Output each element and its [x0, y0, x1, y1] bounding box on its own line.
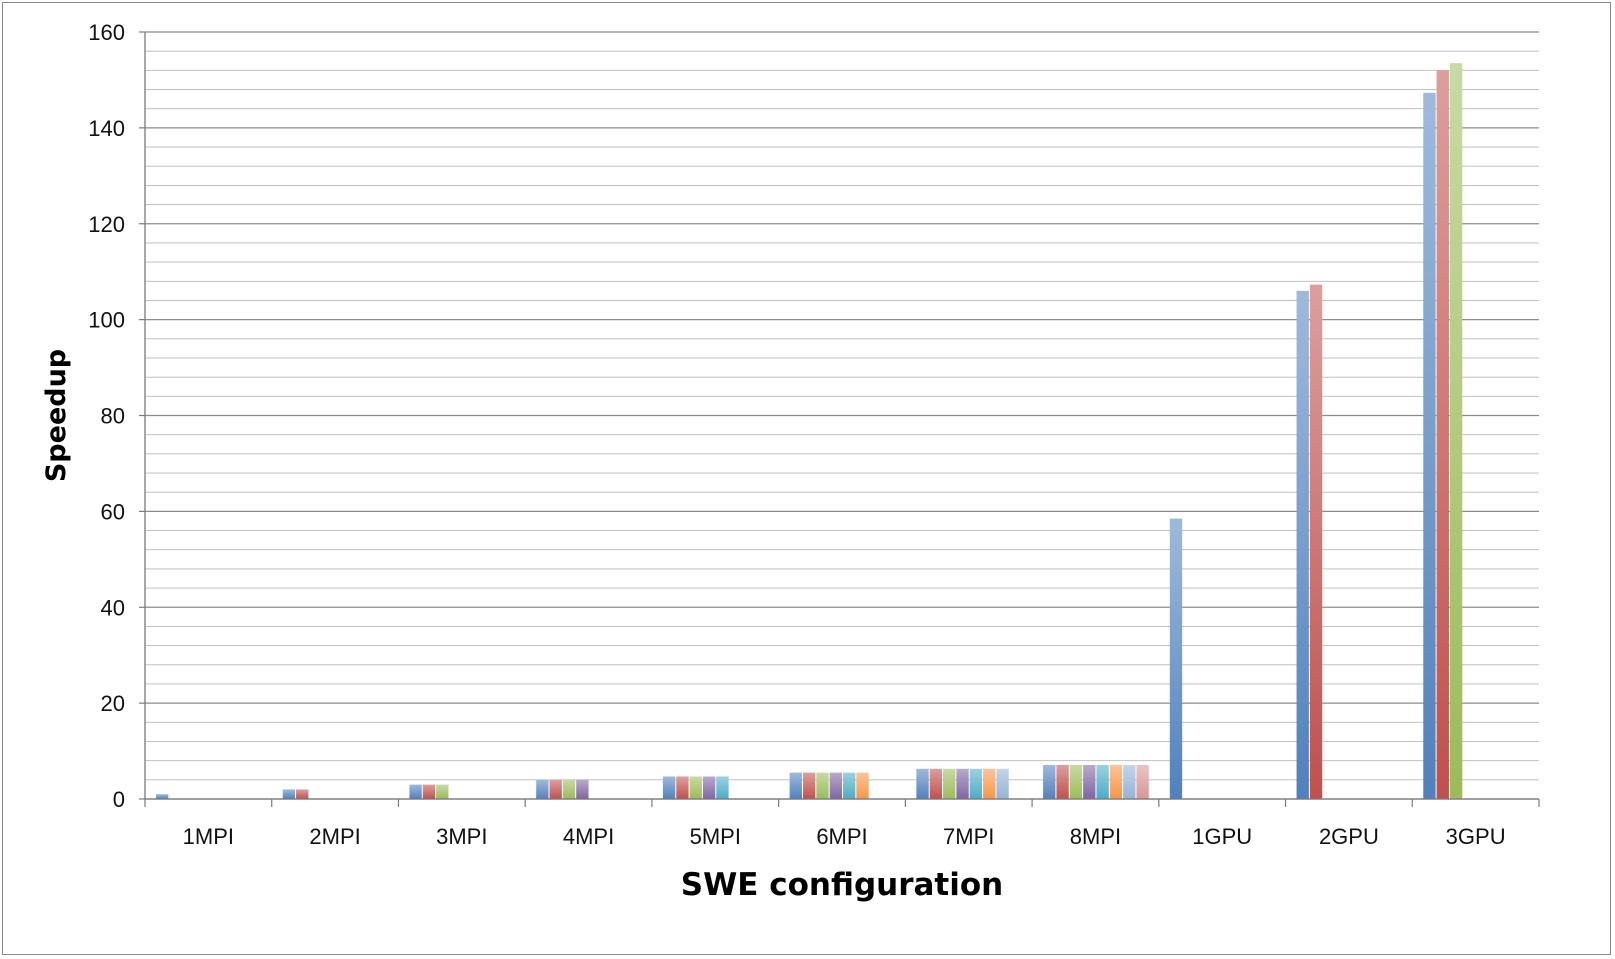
bar-6mpi-2	[802, 772, 816, 799]
bar-8mpi-5	[1096, 764, 1109, 799]
bar-7mpi-2	[929, 768, 943, 799]
bar-groups	[156, 63, 1463, 800]
bar-8mpi-8	[1136, 764, 1149, 799]
bar-6mpi-4	[829, 772, 842, 799]
bar-6mpi-6	[856, 772, 869, 799]
bar-2gpu-2	[1309, 284, 1323, 799]
bar-3mpi-2	[422, 784, 436, 799]
x-tick-label: 1MPI	[183, 824, 234, 849]
y-tick-label: 0	[113, 787, 125, 812]
y-axis-title: Speedup	[41, 349, 72, 482]
bar-8mpi-6	[1109, 764, 1123, 799]
bar-4mpi-1	[536, 779, 549, 799]
bar-3mpi-1	[409, 784, 422, 799]
bar-8mpi-4	[1083, 764, 1096, 799]
x-tick-label: 2GPU	[1319, 824, 1379, 849]
bar-7mpi-4	[956, 768, 969, 799]
bar-2mpi-1	[282, 789, 296, 799]
bar-5mpi-5	[716, 776, 729, 799]
axes	[139, 31, 1540, 807]
grid-lines	[145, 31, 1539, 800]
bar-7mpi-5	[969, 768, 983, 799]
bar-7mpi-1	[916, 768, 929, 799]
bar-6mpi-3	[816, 772, 829, 799]
y-tick-label: 60	[101, 499, 125, 524]
y-tick-label: 40	[101, 595, 125, 620]
bar-7mpi-6	[983, 768, 996, 799]
bar-1gpu-1	[1169, 518, 1183, 799]
y-tick-label: 80	[101, 404, 125, 429]
bar-4mpi-3	[562, 779, 576, 799]
x-tick-label: 5MPI	[690, 824, 741, 849]
bar-3gpu-3	[1449, 63, 1463, 800]
bar-3gpu-2	[1436, 70, 1449, 800]
bar-4mpi-2	[549, 779, 562, 799]
bar-3gpu-1	[1423, 92, 1436, 799]
x-tick-label: 3GPU	[1446, 824, 1506, 849]
bar-6mpi-1	[789, 772, 802, 799]
x-tick-label: 2MPI	[309, 824, 360, 849]
x-tick-label: 8MPI	[1070, 824, 1121, 849]
bar-4mpi-4	[576, 779, 589, 799]
bar-7mpi-7	[996, 768, 1009, 799]
bar-2gpu-1	[1296, 290, 1309, 799]
bar-8mpi-7	[1123, 764, 1136, 799]
x-tick-label: 7MPI	[943, 824, 994, 849]
bar-6mpi-5	[843, 772, 856, 799]
y-tick-label: 120	[88, 212, 125, 237]
bar-2mpi-2	[296, 789, 309, 799]
bar-3mpi-3	[436, 784, 449, 799]
x-tick-label: 1GPU	[1192, 824, 1252, 849]
x-tick-label: 6MPI	[816, 824, 867, 849]
bar-5mpi-2	[676, 776, 689, 799]
bar-8mpi-3	[1069, 764, 1083, 799]
y-tick-label: 160	[88, 20, 125, 45]
x-tick-label: 4MPI	[563, 824, 614, 849]
bar-1mpi-1	[156, 794, 169, 799]
y-tick-label: 20	[101, 691, 125, 716]
y-tick-label: 140	[88, 116, 125, 141]
bar-7mpi-3	[943, 768, 956, 799]
y-tick-label: 100	[88, 308, 125, 333]
tick-labels: 0 20 40 60 80 100 120 140 160 1MPI 2MPI 3MPI 4MPI 5MP…	[88, 20, 1505, 849]
x-axis-title: SWE configuration	[681, 867, 1004, 903]
bar-8mpi-1	[1043, 764, 1056, 799]
speedup-bar-chart: 0 20 40 60 80 100 120 140 160 1MPI 2MPI 3MPI 4MPI 5MP…	[41, 20, 1540, 903]
x-tick-label: 3MPI	[436, 824, 487, 849]
bar-8mpi-2	[1056, 764, 1069, 799]
bar-5mpi-1	[662, 776, 676, 799]
bar-5mpi-4	[702, 776, 716, 799]
bar-5mpi-3	[689, 776, 702, 799]
